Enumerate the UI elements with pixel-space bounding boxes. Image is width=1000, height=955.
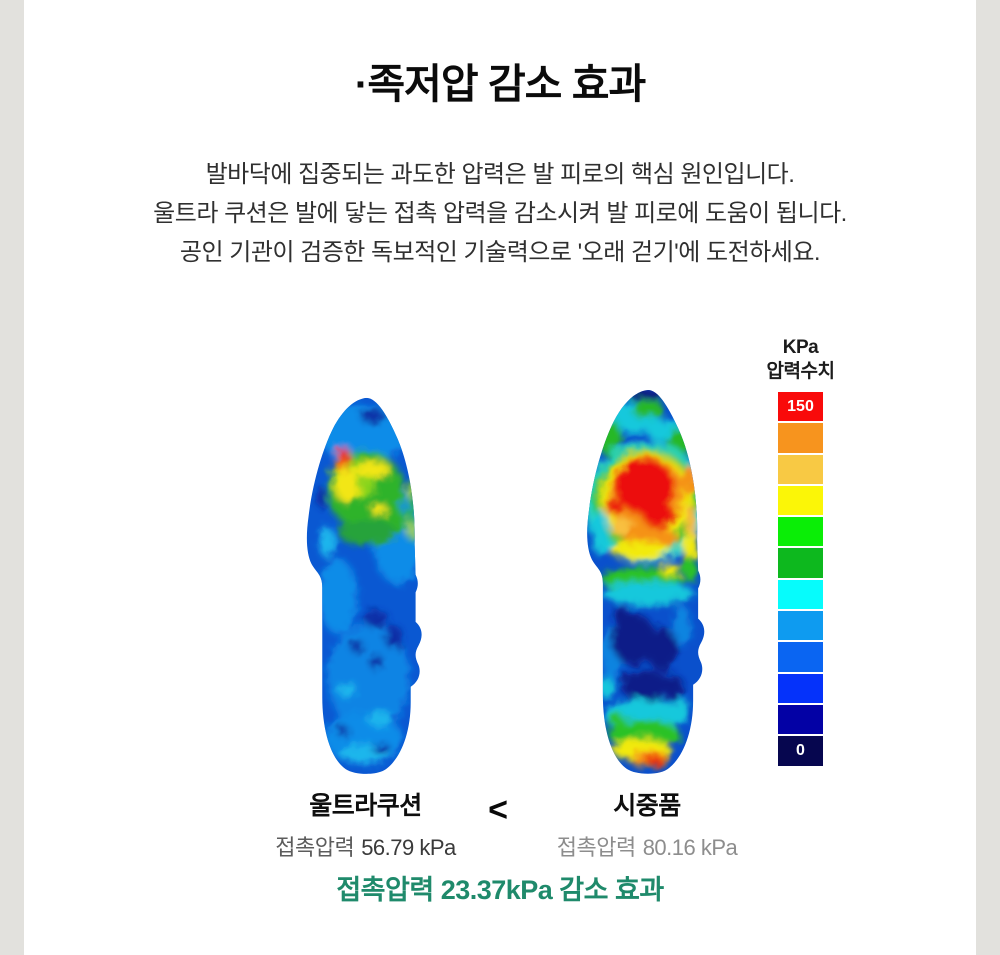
- pressure-label: 접촉압력: [275, 835, 355, 860]
- pressure-scale-title: 압력수치: [766, 361, 835, 382]
- scale-swatch: [778, 517, 823, 547]
- page-title: ·족저압 감소 효과: [354, 61, 646, 107]
- scale-swatch: [778, 423, 823, 453]
- description-line: 발바닥에 집중되는 과도한 압력은 발 피로의 핵심 원인입니다.: [205, 161, 795, 188]
- pressure-scale: 150 0: [778, 392, 823, 768]
- scale-swatch: [778, 579, 823, 610]
- description-line: 울트라 쿠션은 발에 닿는 접촉 압력을 감소시켜 발 피로에 도움이 됩니다.: [153, 200, 847, 227]
- label-ultra-cushion: 울트라쿠션: [309, 792, 422, 820]
- scale-swatch: [778, 704, 823, 735]
- scale-swatch: [778, 642, 823, 672]
- label-market-product: 시중품: [613, 792, 681, 820]
- result-text: 접촉압력 23.37kPa 감소 효과: [336, 875, 664, 905]
- pressure-label: 접촉압력: [556, 835, 636, 860]
- scale-swatch: 0: [778, 736, 823, 766]
- pressure-scale-header: KPa 압력수치: [754, 336, 847, 384]
- pressure-value-market: 접촉압력 80.16 kPa: [538, 830, 756, 862]
- pressure-unit-label: KPa: [782, 337, 819, 358]
- content-panel: ·족저압 감소 효과 발바닥에 집중되는 과도한 압력은 발 피로의 핵심 원인…: [24, 0, 976, 955]
- description-line: 공인 기관이 검증한 독보적인 기술력으로 '오래 걷기'에 도전하세요.: [179, 239, 821, 266]
- heatmap-ultra-cushion: [306, 397, 422, 774]
- scale-swatch: [778, 454, 823, 484]
- pressure-value: 80.16 kPa: [642, 835, 738, 860]
- scale-swatch: [778, 485, 823, 516]
- scale-swatch: 150: [778, 392, 823, 422]
- pressure-value-ultra: 접촉압력 56.79 kPa: [262, 830, 469, 862]
- heatmap-market-product: [587, 390, 705, 774]
- scale-swatch: [778, 611, 823, 641]
- description-paragraph: 발바닥에 집중되는 과도한 압력은 발 피로의 핵심 원인입니다. 울트라 쿠션…: [24, 155, 976, 272]
- less-than-symbol: <: [488, 791, 508, 829]
- scale-swatch: [778, 673, 823, 703]
- pressure-value: 56.79 kPa: [361, 835, 456, 860]
- scale-swatch: [778, 548, 823, 578]
